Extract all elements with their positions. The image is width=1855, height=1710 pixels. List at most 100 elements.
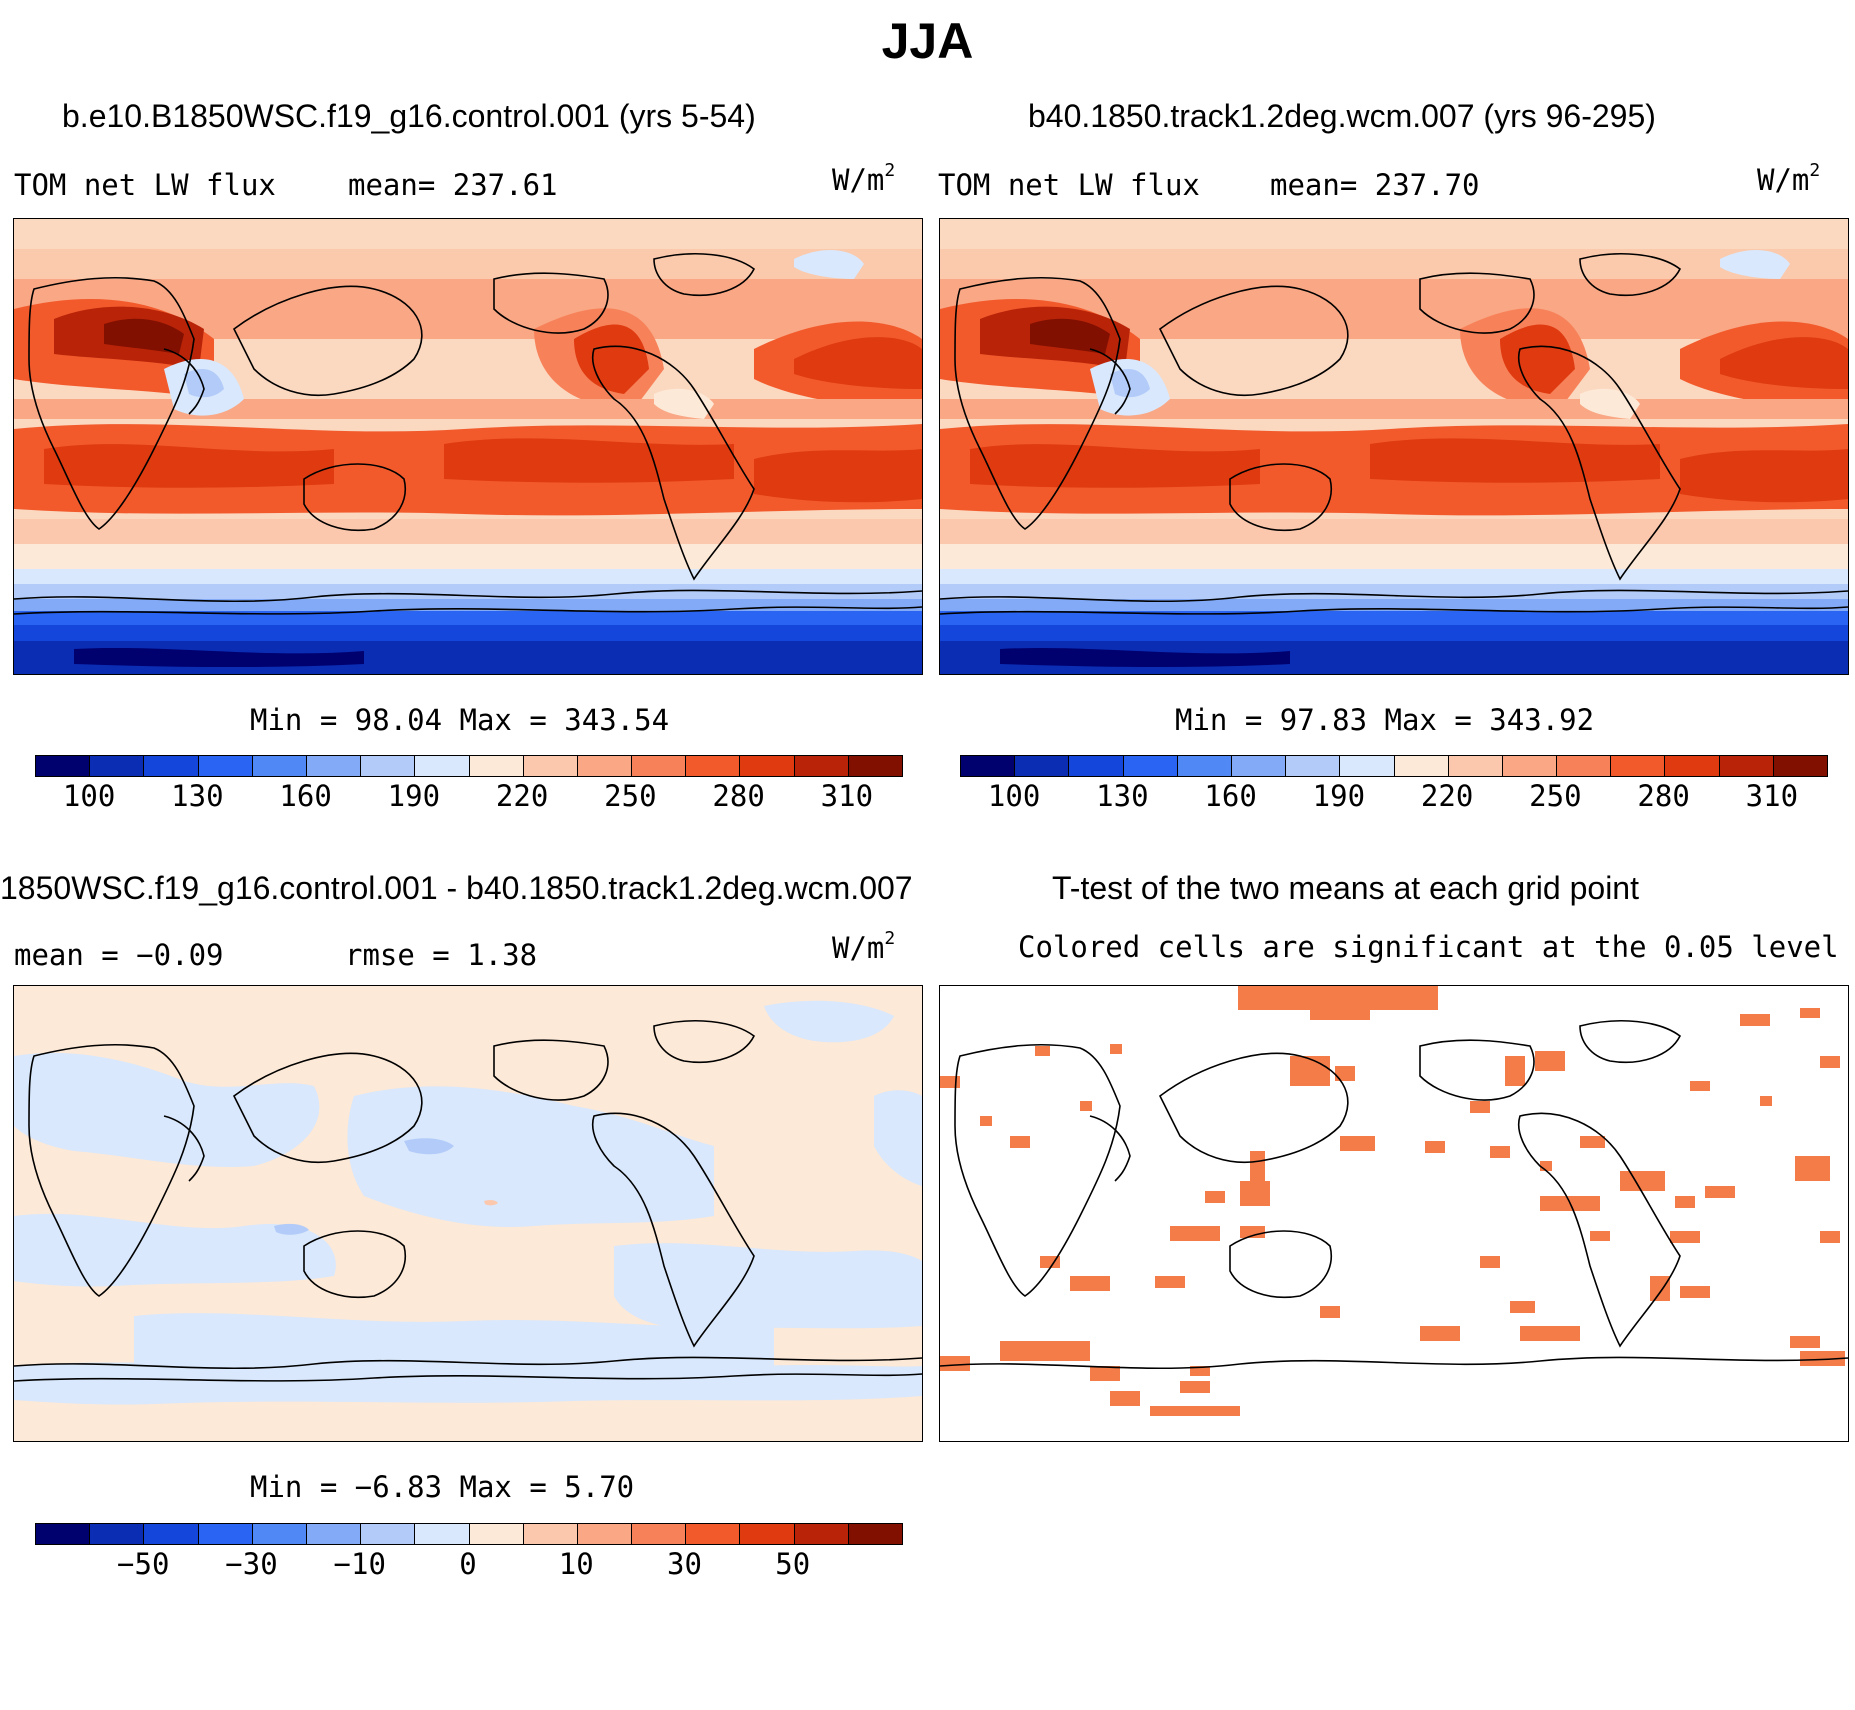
map-difference-plot xyxy=(14,986,922,1441)
colorbar-swatch xyxy=(469,1524,524,1544)
colorbar-swatch xyxy=(523,756,578,776)
colorbar-swatch xyxy=(306,756,362,776)
map-difference xyxy=(13,985,923,1442)
colorbar-swatch xyxy=(1773,756,1827,776)
colorbar-test xyxy=(960,755,1828,777)
colorbar-swatch xyxy=(740,756,795,776)
colorbar-control xyxy=(35,755,903,777)
colorbar-tick-label: 100 xyxy=(987,779,1041,813)
colorbar-tick-label: 130 xyxy=(171,779,224,813)
colorbar-swatch xyxy=(577,1524,633,1544)
colorbar-swatch xyxy=(848,756,902,776)
colorbar-swatch xyxy=(36,756,91,776)
colorbar-swatch xyxy=(198,1524,253,1544)
map-test-plot xyxy=(940,219,1848,674)
colorbar-tick-label: 160 xyxy=(1204,779,1257,813)
units-label-difference: W/m2 xyxy=(832,928,896,965)
mean-label-control: mean= 237.61 xyxy=(348,168,558,202)
map-control-plot xyxy=(14,219,922,674)
map-test xyxy=(939,218,1849,675)
colorbar-swatch xyxy=(577,756,633,776)
colorbar-tick-label: 0 xyxy=(459,1547,477,1581)
colorbar-tick-label: 50 xyxy=(775,1547,811,1581)
colorbar-swatch xyxy=(794,1524,849,1544)
colorbar-swatch xyxy=(1286,756,1341,776)
colorbar-swatch xyxy=(1448,756,1503,776)
colorbar-swatch xyxy=(686,1524,741,1544)
panel-title-difference: 1850WSC.f19_g16.control.001 - b40.1850.t… xyxy=(0,870,913,906)
colorbar-swatch xyxy=(523,1524,578,1544)
map-ttest xyxy=(939,985,1849,1442)
colorbar-swatch xyxy=(1719,756,1774,776)
colorbar-swatch xyxy=(361,756,416,776)
colorbar-swatch xyxy=(794,756,849,776)
colorbar-swatch xyxy=(632,756,687,776)
colorbar-tick-label: −50 xyxy=(117,1547,170,1581)
colorbar-tick-label: 190 xyxy=(1312,779,1366,813)
colorbar-tick-label: 190 xyxy=(387,779,441,813)
minmax-label-difference: Min = −6.83 Max = 5.70 xyxy=(250,1470,635,1504)
colorbar-tick-label: 250 xyxy=(1529,779,1582,813)
colorbar-tick-label: 280 xyxy=(1637,779,1690,813)
colorbar-swatch xyxy=(1557,756,1612,776)
field-label-control: TOM net LW flux xyxy=(14,168,276,202)
colorbar-swatch xyxy=(848,1524,902,1544)
units-label-control: W/m2 xyxy=(832,160,896,197)
colorbar-swatch xyxy=(90,756,145,776)
figure-title: JJA xyxy=(881,13,974,69)
colorbar-swatch xyxy=(1665,756,1720,776)
panel-subtitle-ttest: Colored cells are significant at the 0.0… xyxy=(1018,930,1839,964)
minmax-label-control: Min = 98.04 Max = 343.54 xyxy=(250,703,670,737)
colorbar-tick-label: 250 xyxy=(604,779,657,813)
colorbar-swatch xyxy=(90,1524,145,1544)
mean-label-difference: mean = −0.09 xyxy=(14,938,224,972)
colorbar-tick-label: 160 xyxy=(279,779,332,813)
mean-label-test: mean= 237.70 xyxy=(1270,168,1480,202)
map-ttest-plot xyxy=(940,986,1848,1441)
colorbar-tick-label: 130 xyxy=(1096,779,1149,813)
colorbar-swatch xyxy=(686,756,741,776)
colorbar-swatch xyxy=(961,756,1016,776)
colorbar-tick-label: 280 xyxy=(712,779,765,813)
colorbar-swatch xyxy=(144,1524,199,1544)
colorbar-tick-label: −10 xyxy=(333,1547,386,1581)
panel-title-test: b40.1850.track1.2deg.wcm.007 (yrs 96-295… xyxy=(1028,98,1656,134)
colorbar-swatch xyxy=(632,1524,687,1544)
units-label-test: W/m2 xyxy=(1757,160,1821,197)
colorbar-swatch xyxy=(361,1524,416,1544)
colorbar-swatch xyxy=(1231,756,1287,776)
colorbar-tick-label: 30 xyxy=(667,1547,702,1581)
colorbar-swatch xyxy=(1015,756,1070,776)
minmax-label-test: Min = 97.83 Max = 343.92 xyxy=(1175,703,1595,737)
colorbar-swatch xyxy=(1177,756,1232,776)
map-control xyxy=(13,218,923,675)
colorbar-tick-label: 10 xyxy=(558,1547,594,1581)
colorbar-swatch xyxy=(415,756,470,776)
colorbar-tick-label: −30 xyxy=(225,1547,278,1581)
rmse-label-difference: rmse = 1.38 xyxy=(345,938,538,972)
colorbar-swatch xyxy=(740,1524,795,1544)
colorbar-swatch xyxy=(1069,756,1124,776)
colorbar-swatch xyxy=(1123,756,1178,776)
colorbar-swatch xyxy=(415,1524,470,1544)
colorbar-swatch xyxy=(144,756,199,776)
colorbar-tick-label: 220 xyxy=(495,779,549,813)
panel-title-ttest: T-test of the two means at each grid poi… xyxy=(1052,870,1639,906)
field-label-test: TOM net LW flux xyxy=(938,168,1200,202)
colorbar-tick-label: 100 xyxy=(62,779,116,813)
colorbar-tick-label: 220 xyxy=(1420,779,1474,813)
colorbar-difference xyxy=(35,1523,903,1545)
colorbar-swatch xyxy=(198,756,253,776)
colorbar-swatch xyxy=(469,756,524,776)
colorbar-tick-label: 310 xyxy=(1745,779,1799,813)
panel-title-control: b.e10.B1850WSC.f19_g16.control.001 (yrs … xyxy=(62,98,756,134)
colorbar-swatch xyxy=(1394,756,1449,776)
colorbar-swatch xyxy=(252,756,307,776)
colorbar-swatch xyxy=(306,1524,362,1544)
colorbar-swatch xyxy=(36,1524,91,1544)
colorbar-swatch xyxy=(1611,756,1666,776)
colorbar-swatch xyxy=(252,1524,307,1544)
colorbar-swatch xyxy=(1502,756,1558,776)
colorbar-swatch xyxy=(1340,756,1395,776)
colorbar-tick-label: 310 xyxy=(820,779,874,813)
